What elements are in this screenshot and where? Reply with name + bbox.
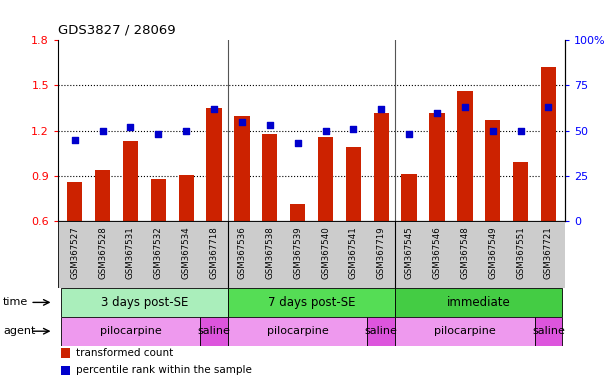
Point (404, 131, 414, 137)
Point (70, 137, 79, 143)
Text: agent: agent (3, 326, 35, 336)
Bar (58, 221, 565, 288)
Point (321, 127, 331, 134)
Text: 3 days post-SE: 3 days post-SE (101, 296, 188, 309)
Bar (262, 134, 277, 221)
Point (376, 106, 386, 112)
Bar (401, 174, 417, 221)
Text: GSM367528: GSM367528 (98, 226, 107, 279)
Text: time: time (3, 297, 28, 308)
Point (293, 140, 302, 146)
Text: GSM367545: GSM367545 (404, 226, 414, 279)
Bar (200, 317, 228, 346)
Bar (234, 116, 250, 221)
Bar (61, 288, 228, 317)
Point (348, 126, 358, 132)
Text: saline: saline (365, 326, 398, 336)
Bar (513, 162, 529, 221)
Bar (151, 179, 166, 221)
Point (544, 104, 554, 110)
Point (432, 109, 442, 116)
Point (209, 106, 219, 112)
Point (181, 127, 191, 134)
Bar (373, 113, 389, 221)
Text: percentile rank within the sample: percentile rank within the sample (76, 366, 252, 376)
Point (237, 118, 247, 124)
Bar (60, 366, 70, 375)
Bar (457, 91, 472, 221)
Bar (485, 120, 500, 221)
Bar (61, 317, 200, 346)
Text: GSM367540: GSM367540 (321, 226, 330, 279)
Text: GSM367718: GSM367718 (210, 226, 219, 279)
Bar (67, 182, 82, 221)
Point (265, 122, 275, 128)
Text: pilocarpine: pilocarpine (100, 326, 161, 336)
Point (460, 104, 470, 110)
Text: GSM367539: GSM367539 (293, 226, 302, 279)
Bar (60, 348, 70, 358)
Text: GSM367541: GSM367541 (349, 226, 358, 279)
Bar (95, 170, 111, 221)
Bar (228, 288, 395, 317)
Point (488, 127, 497, 134)
Bar (228, 317, 367, 346)
Text: GSM367719: GSM367719 (377, 226, 386, 279)
Text: 7 days post-SE: 7 days post-SE (268, 296, 356, 309)
Text: GSM367538: GSM367538 (265, 226, 274, 279)
Point (126, 124, 136, 130)
Text: saline: saline (532, 326, 565, 336)
Bar (541, 68, 556, 221)
Text: immediate: immediate (447, 296, 511, 309)
Text: GSM367548: GSM367548 (460, 226, 469, 279)
Text: GDS3827 / 28069: GDS3827 / 28069 (58, 23, 176, 36)
Bar (535, 317, 562, 346)
Point (516, 127, 525, 134)
Text: GSM367549: GSM367549 (488, 226, 497, 279)
Bar (290, 204, 306, 221)
Bar (395, 317, 535, 346)
Text: pilocarpine: pilocarpine (434, 326, 496, 336)
Bar (367, 317, 395, 346)
Text: GSM367527: GSM367527 (70, 226, 79, 279)
Point (98, 127, 108, 134)
Text: transformed count: transformed count (76, 348, 173, 358)
Text: pilocarpine: pilocarpine (267, 326, 329, 336)
Bar (178, 175, 194, 221)
Bar (207, 108, 222, 221)
Text: GSM367551: GSM367551 (516, 226, 525, 279)
Bar (318, 137, 333, 221)
Bar (123, 141, 138, 221)
Text: GSM367531: GSM367531 (126, 226, 135, 279)
Bar (346, 147, 361, 221)
Text: saline: saline (197, 326, 230, 336)
Bar (395, 288, 562, 317)
Text: GSM367536: GSM367536 (238, 226, 246, 279)
Bar (430, 113, 445, 221)
Point (153, 131, 163, 137)
Text: GSM367546: GSM367546 (433, 226, 442, 279)
Text: GSM367721: GSM367721 (544, 226, 553, 279)
Text: GSM367532: GSM367532 (154, 226, 163, 279)
Text: GSM367534: GSM367534 (181, 226, 191, 279)
